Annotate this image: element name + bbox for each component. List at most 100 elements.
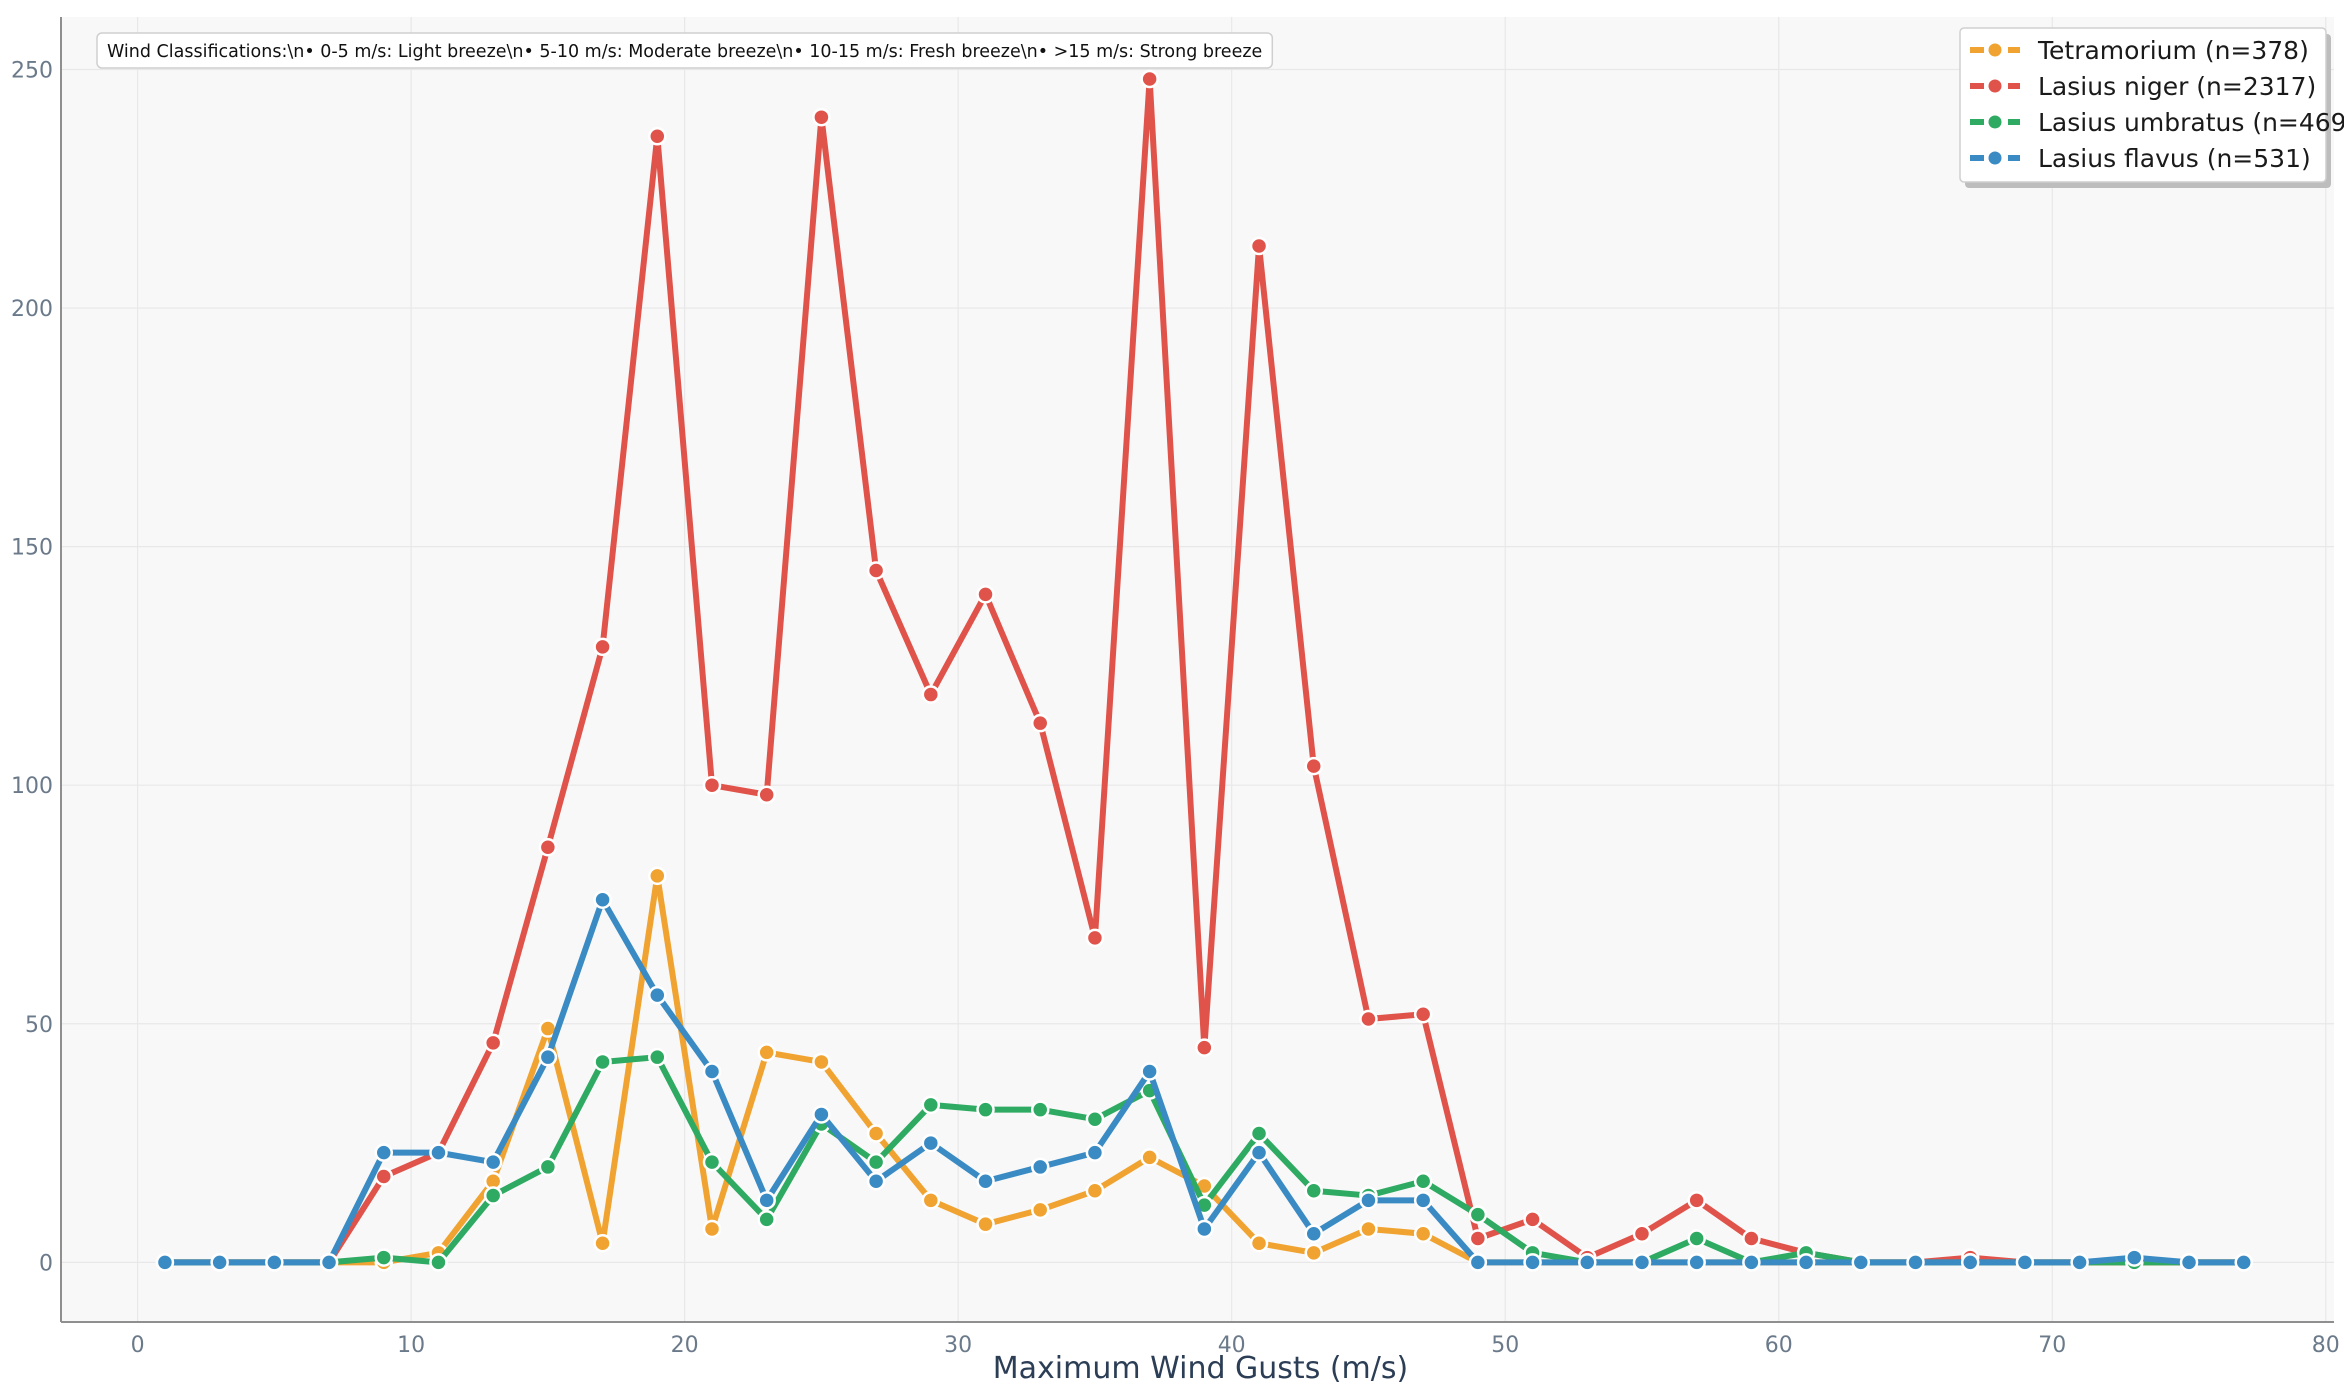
data-point bbox=[1359, 1009, 1378, 1029]
x-tick-label: 10 bbox=[397, 1333, 425, 1358]
data-point bbox=[812, 1105, 831, 1124]
data-point bbox=[1632, 1253, 1652, 1272]
data-point bbox=[921, 1191, 941, 1210]
data-point bbox=[483, 1033, 503, 1053]
y-tick-label: 250 bbox=[11, 58, 53, 83]
data-point bbox=[483, 1186, 503, 1205]
data-point bbox=[538, 1157, 558, 1177]
data-point bbox=[1851, 1253, 1871, 1272]
data-point bbox=[1468, 1229, 1488, 1248]
data-point bbox=[757, 1191, 776, 1210]
data-point bbox=[1687, 1229, 1706, 1248]
data-point bbox=[1359, 1219, 1378, 1239]
data-point bbox=[1249, 1143, 1269, 1162]
data-point bbox=[429, 1143, 448, 1162]
data-point bbox=[1195, 1219, 1214, 1239]
data-point bbox=[1085, 1109, 1105, 1129]
data-point bbox=[1030, 1200, 1050, 1220]
legend: Tetramorium (n=378) Lasius niger (n=2317)… bbox=[1959, 27, 2344, 188]
data-point bbox=[1578, 1253, 1597, 1272]
data-point bbox=[866, 1171, 886, 1191]
data-point bbox=[1249, 1234, 1269, 1253]
data-point bbox=[648, 985, 667, 1005]
x-tick-label: 80 bbox=[2312, 1333, 2340, 1358]
data-point bbox=[319, 1253, 339, 1272]
data-point bbox=[374, 1143, 394, 1162]
data-point bbox=[866, 1152, 886, 1172]
data-point bbox=[538, 837, 558, 857]
data-point bbox=[1304, 1181, 1323, 1201]
data-point bbox=[1085, 928, 1105, 948]
x-tick-label: 60 bbox=[1765, 1333, 1793, 1358]
data-point bbox=[1687, 1191, 1706, 1210]
x-tick-label: 70 bbox=[2038, 1333, 2066, 1358]
data-point bbox=[1413, 1004, 1433, 1024]
data-point bbox=[1523, 1210, 1542, 1229]
axes bbox=[60, 17, 2334, 1323]
y-tick-label: 0 bbox=[39, 1251, 53, 1276]
data-point bbox=[2234, 1253, 2253, 1272]
data-point bbox=[1468, 1253, 1488, 1272]
data-point bbox=[648, 866, 667, 886]
x-tick-label: 30 bbox=[944, 1333, 972, 1358]
data-point bbox=[812, 107, 831, 127]
data-point bbox=[1085, 1143, 1105, 1162]
data-point bbox=[2179, 1253, 2199, 1272]
data-point bbox=[1304, 756, 1323, 776]
data-point bbox=[429, 1253, 448, 1272]
x-tick-label: 40 bbox=[1218, 1333, 1246, 1358]
data-point bbox=[921, 1095, 941, 1115]
data-point bbox=[1413, 1224, 1433, 1243]
data-point bbox=[1140, 1148, 1159, 1167]
data-point bbox=[210, 1253, 229, 1272]
wind-classification-note: Wind Classifications:\n• 0-5 m/s: Light … bbox=[107, 42, 1262, 62]
legend-swatch-marker bbox=[1986, 113, 2004, 131]
data-point bbox=[2125, 1248, 2144, 1267]
legend-swatch-marker bbox=[1986, 41, 2004, 59]
data-point bbox=[374, 1248, 394, 1267]
data-point bbox=[757, 785, 776, 805]
data-point bbox=[593, 890, 612, 909]
annotation-box: Wind Classifications:\n• 0-5 m/s: Light … bbox=[96, 32, 1274, 69]
data-point bbox=[1523, 1253, 1542, 1272]
data-point bbox=[866, 1124, 886, 1143]
data-point bbox=[866, 561, 886, 580]
legend-swatch-marker bbox=[1986, 77, 2004, 95]
data-point bbox=[921, 685, 941, 704]
data-point bbox=[593, 1052, 612, 1072]
data-point bbox=[976, 585, 995, 604]
data-point bbox=[1413, 1171, 1433, 1191]
data-point bbox=[593, 1234, 612, 1253]
data-point bbox=[1468, 1205, 1488, 1224]
data-point bbox=[1906, 1253, 1925, 1272]
data-point bbox=[702, 1219, 722, 1239]
data-point bbox=[648, 1047, 667, 1067]
legend-label: Lasius umbratus (n=469) bbox=[2038, 108, 2344, 137]
data-point bbox=[976, 1100, 995, 1119]
data-point bbox=[1249, 236, 1269, 256]
data-point bbox=[1742, 1229, 1761, 1248]
data-point bbox=[757, 1210, 776, 1229]
data-point bbox=[702, 775, 722, 795]
x-tick-label: 20 bbox=[671, 1333, 699, 1358]
data-point bbox=[1249, 1124, 1269, 1143]
data-point bbox=[1413, 1191, 1433, 1210]
x-tick-label: 0 bbox=[131, 1333, 145, 1358]
data-point bbox=[1140, 1062, 1159, 1081]
data-point bbox=[2015, 1253, 2035, 1272]
data-point bbox=[1632, 1224, 1652, 1243]
legend-label: Tetramorium (n=378) bbox=[2037, 36, 2309, 65]
data-point bbox=[1796, 1253, 1816, 1272]
data-point bbox=[1687, 1253, 1706, 1272]
data-point bbox=[374, 1167, 394, 1186]
legend-swatch-marker bbox=[1986, 149, 2004, 167]
data-point bbox=[976, 1214, 995, 1234]
data-point bbox=[1304, 1243, 1323, 1263]
data-point bbox=[593, 637, 612, 657]
legend-label: Lasius flavus (n=531) bbox=[2038, 144, 2311, 173]
y-tick-label: 100 bbox=[11, 774, 53, 799]
plot-background bbox=[61, 17, 2334, 1322]
data-point bbox=[702, 1062, 722, 1081]
data-point bbox=[155, 1253, 175, 1272]
